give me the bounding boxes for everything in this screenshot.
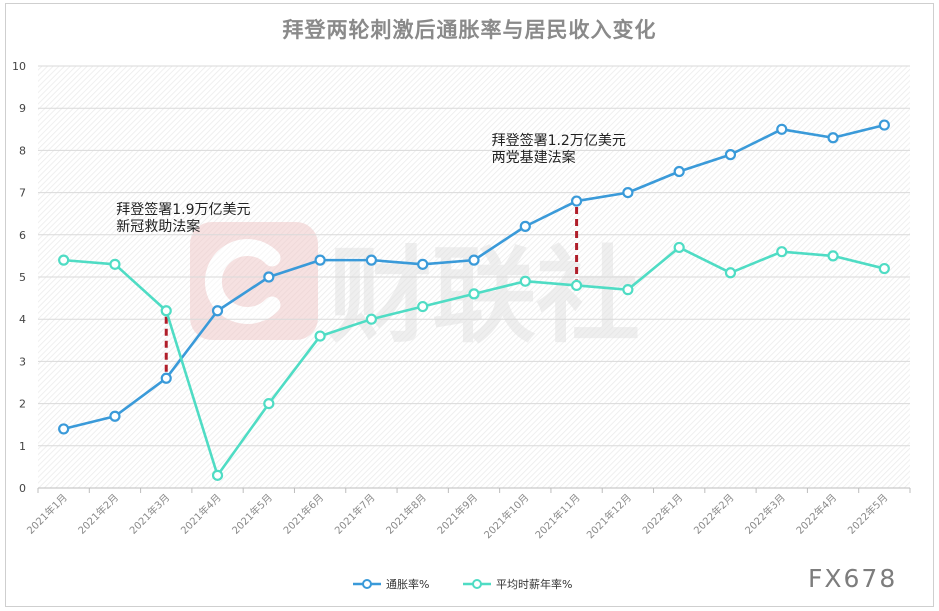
x-tick-label: 2021年2月 bbox=[75, 491, 121, 537]
watermark-logo: 财联社 bbox=[190, 222, 640, 357]
data-point bbox=[622, 187, 634, 199]
y-tick-label: 4 bbox=[19, 313, 26, 326]
data-point bbox=[570, 279, 583, 292]
x-tick-label: 2021年3月 bbox=[127, 491, 173, 537]
y-tick-label: 1 bbox=[19, 440, 26, 453]
data-point bbox=[263, 271, 275, 283]
y-tick-label: 7 bbox=[19, 187, 26, 200]
data-point bbox=[109, 258, 121, 270]
y-tick-label: 0 bbox=[19, 482, 26, 495]
legend-item-inflation: 通胀率% bbox=[352, 576, 429, 592]
data-point bbox=[211, 469, 224, 481]
legend-line-icon bbox=[463, 579, 491, 589]
data-point bbox=[519, 220, 531, 232]
data-point bbox=[878, 119, 890, 131]
data-point bbox=[160, 305, 172, 317]
data-point bbox=[365, 313, 378, 325]
legend-label-inflation: 通胀率% bbox=[386, 578, 430, 591]
y-tick-label: 8 bbox=[19, 144, 26, 157]
data-point bbox=[468, 288, 480, 300]
data-point bbox=[417, 300, 429, 313]
x-tick-label: 2021年9月 bbox=[434, 491, 480, 537]
data-point bbox=[314, 254, 326, 266]
y-tick-label: 2 bbox=[19, 398, 26, 411]
x-tick-label: 2021年4月 bbox=[178, 491, 224, 537]
data-point bbox=[673, 241, 685, 254]
y-tick-label: 9 bbox=[19, 102, 26, 115]
y-tick-label: 5 bbox=[19, 271, 26, 284]
data-point bbox=[622, 284, 634, 296]
data-point bbox=[827, 132, 839, 144]
legend-line-icon bbox=[353, 579, 381, 589]
annotation-text: 两党基建法案 bbox=[492, 149, 576, 166]
x-tick-label: 2022年5月 bbox=[845, 491, 891, 537]
x-tick-label: 2021年5月 bbox=[229, 491, 275, 537]
watermark-text: 财联社 bbox=[328, 235, 640, 357]
data-point bbox=[570, 195, 583, 207]
x-tick-label: 2022年2月 bbox=[691, 491, 737, 537]
x-tick-label: 2022年1月 bbox=[639, 491, 685, 537]
data-point bbox=[827, 250, 839, 262]
corner-watermark: FX678 bbox=[808, 564, 898, 593]
data-point bbox=[58, 423, 70, 435]
x-tick-label: 2021年12月 bbox=[584, 491, 634, 541]
x-tick-label: 2021年11月 bbox=[532, 491, 582, 541]
x-tick-label: 2021年8月 bbox=[383, 491, 429, 537]
x-tick-label: 2021年1月 bbox=[24, 491, 70, 537]
legend-item-wage: 平均时薪年率% bbox=[462, 576, 572, 592]
y-tick-label: 6 bbox=[19, 229, 26, 242]
x-tick-label: 2022年3月 bbox=[742, 491, 788, 537]
data-point bbox=[314, 330, 326, 342]
data-point bbox=[724, 267, 737, 279]
data-point bbox=[878, 262, 890, 275]
data-point bbox=[365, 254, 378, 266]
annotation-text: 拜登签署1.2万亿美元 bbox=[492, 132, 626, 149]
data-point bbox=[211, 305, 224, 317]
data-point bbox=[58, 254, 70, 266]
data-point bbox=[519, 275, 531, 287]
legend-label-wage: 平均时薪年率% bbox=[496, 578, 573, 591]
data-point bbox=[673, 165, 685, 178]
data-point bbox=[109, 410, 121, 422]
data-point bbox=[776, 123, 788, 135]
x-tick-label: 2021年10月 bbox=[481, 491, 531, 541]
data-point bbox=[776, 246, 788, 258]
annotation-text: 拜登签署1.9万亿美元 bbox=[116, 201, 250, 218]
y-tick-label: 10 bbox=[12, 60, 26, 73]
y-tick-label: 3 bbox=[19, 355, 26, 368]
data-point bbox=[263, 398, 275, 410]
annotation-text: 新冠救助法案 bbox=[116, 218, 200, 235]
x-tick-label: 2021年6月 bbox=[280, 491, 326, 537]
chart-title: 拜登两轮刺激后通胀率与居民收入变化 bbox=[282, 17, 657, 42]
x-tick-label: 2021年7月 bbox=[332, 491, 378, 537]
data-point bbox=[468, 254, 480, 266]
data-point bbox=[160, 372, 172, 384]
data-point bbox=[417, 258, 429, 270]
x-tick-label: 2022年4月 bbox=[793, 491, 839, 537]
data-point bbox=[724, 149, 737, 161]
